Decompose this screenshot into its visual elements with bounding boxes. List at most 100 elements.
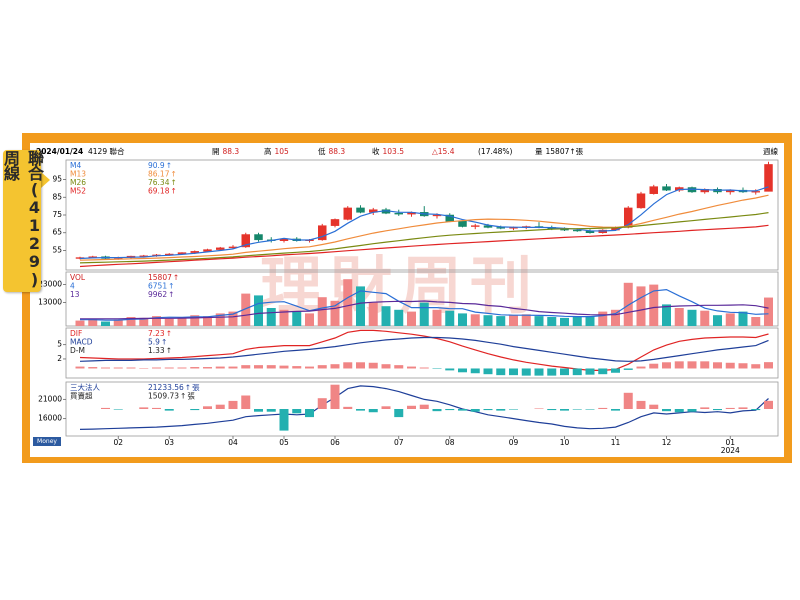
bar: [483, 409, 493, 411]
bar: [764, 400, 773, 409]
bar: [228, 366, 238, 369]
bar: [292, 366, 302, 369]
y-tick-label: 95: [52, 175, 62, 184]
legend-trend: ↑: [170, 178, 176, 187]
bar: [164, 367, 174, 369]
header-close-label: 收: [372, 146, 380, 156]
label-pointer: [41, 172, 50, 188]
legend-value: 6751: [148, 282, 167, 291]
header-open-label: 開: [212, 147, 220, 156]
header-stock: 4129 聯合: [88, 146, 125, 156]
bar: [432, 309, 442, 326]
bar: [254, 295, 263, 326]
bar: [458, 409, 467, 411]
bar: [560, 409, 569, 411]
bar: [177, 317, 187, 326]
x-tick-label: 01: [725, 438, 735, 447]
header-volume-suffix: ↑張: [569, 147, 583, 156]
bar: [113, 409, 123, 410]
candle-body: [764, 164, 773, 192]
bar: [292, 409, 302, 414]
x-tick-label: 11: [611, 438, 621, 447]
legend-name: 13: [70, 290, 80, 299]
bar: [317, 297, 327, 326]
bar: [305, 366, 314, 369]
bar: [674, 409, 684, 413]
bar: [241, 365, 251, 369]
bar: [751, 364, 761, 369]
bar: [101, 321, 110, 326]
legend-value: 1.33: [148, 346, 165, 355]
bar: [75, 366, 85, 369]
legend-trend: ↑: [173, 273, 179, 282]
bar: [560, 368, 569, 376]
legend-name: M26: [70, 178, 86, 187]
bar: [674, 308, 684, 326]
legend-name: M13: [70, 170, 86, 179]
bar: [164, 318, 174, 326]
candle-body: [254, 234, 263, 241]
series-line: [80, 288, 769, 321]
legend-value: 1509.73: [148, 392, 179, 401]
bar: [190, 367, 200, 369]
bar: [547, 368, 557, 376]
bar: [113, 319, 123, 326]
legend-trend: ↑: [170, 187, 176, 196]
header-high-label: 高: [264, 146, 272, 156]
x-year-label: 2024: [721, 446, 740, 455]
bar: [764, 362, 773, 369]
legend-name: 三大法人: [70, 382, 100, 392]
bar: [203, 406, 212, 409]
legend-name: 買賣超: [70, 391, 93, 401]
bar: [611, 309, 620, 326]
bar: [662, 362, 671, 369]
legend-value: 21233.56: [148, 383, 184, 392]
bar: [139, 317, 149, 326]
bar: [407, 366, 416, 369]
x-tick-label: 07: [394, 438, 404, 447]
bar: [700, 310, 710, 326]
bar: [764, 297, 773, 326]
bar: [215, 404, 225, 409]
bar: [623, 368, 633, 370]
bar: [419, 367, 429, 369]
bar: [674, 361, 684, 369]
series-line: [79, 212, 769, 264]
bar: [458, 368, 467, 373]
legend-value: 9962: [148, 290, 167, 299]
header-low-label: 低: [318, 146, 326, 156]
bar: [662, 409, 671, 412]
bar: [598, 368, 608, 375]
series-line: [79, 329, 769, 371]
bar: [177, 367, 187, 369]
bar: [649, 284, 659, 326]
legend-trend: ↑: [166, 161, 172, 170]
candle-body: [343, 207, 352, 220]
y-tick-label: 65: [52, 228, 62, 237]
y-tick-label: 75: [52, 210, 62, 219]
bar: [687, 361, 697, 369]
x-tick-label: 02: [113, 438, 123, 447]
bar: [164, 409, 174, 411]
bar: [330, 384, 340, 409]
bar: [343, 406, 353, 409]
header-date: 2024/01/24: [36, 147, 83, 156]
bar: [636, 286, 646, 326]
bar: [751, 409, 761, 411]
y-tick-label: 2: [57, 354, 62, 363]
bar: [534, 368, 544, 376]
legend-trend: ↑: [166, 346, 172, 355]
frame-inner: [30, 143, 784, 457]
bar: [356, 362, 365, 369]
bar: [203, 316, 212, 326]
bar: [483, 368, 493, 375]
candle-body: [649, 186, 658, 194]
bar: [611, 368, 620, 373]
bar: [534, 316, 544, 326]
header-change-pct: (17.48%): [478, 147, 513, 156]
legend-trend: ↑: [180, 392, 186, 401]
series-line: [79, 224, 769, 268]
header-close: 103.5: [383, 147, 405, 156]
candle-body: [573, 229, 582, 232]
